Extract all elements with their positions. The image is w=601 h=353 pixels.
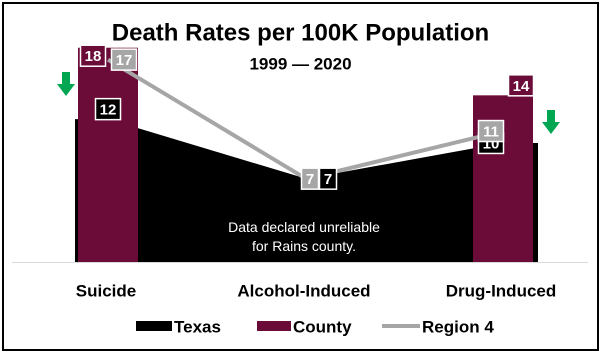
texas-label-0-box bbox=[94, 97, 122, 121]
annotation-line-0-0: Data declared unreliable bbox=[228, 219, 380, 235]
texas-area bbox=[75, 119, 538, 263]
county-label-0-box bbox=[79, 44, 107, 67]
region4-label-1: 7 bbox=[306, 171, 314, 188]
region4-label-2-box bbox=[477, 119, 505, 143]
county-label-2-box bbox=[507, 74, 535, 97]
county-bar-0 bbox=[78, 47, 138, 262]
region4-label-0-box bbox=[110, 48, 138, 71]
region4-label-1-box bbox=[300, 167, 320, 190]
category-label-2: Drug-Induced bbox=[446, 282, 557, 301]
category-label-1: Alcohol-Induced bbox=[237, 282, 370, 301]
legend-label-2: Region 4 bbox=[422, 318, 494, 337]
annotation-line-0-1: for Rains county. bbox=[252, 238, 356, 254]
chart-title: Death Rates per 100K Population bbox=[112, 20, 489, 47]
region4-label-0: 17 bbox=[116, 52, 133, 69]
texas-label-0: 12 bbox=[100, 102, 117, 119]
category-label-0: Suicide bbox=[76, 282, 136, 301]
county-label-2: 14 bbox=[513, 78, 530, 95]
county-label-0: 18 bbox=[85, 48, 102, 65]
legend-label-0: Texas bbox=[174, 318, 221, 337]
region4-label-2: 11 bbox=[483, 124, 499, 141]
trend-down-arrow-icon bbox=[542, 110, 560, 134]
legend-swatch-0 bbox=[136, 321, 172, 331]
trend-down-arrow-icon bbox=[57, 72, 75, 96]
texas-label-1: 7 bbox=[324, 171, 332, 188]
chart-subtitle: 1999 — 2020 bbox=[249, 55, 351, 74]
legend-label-1: County bbox=[293, 318, 352, 337]
legend-swatch-1 bbox=[257, 321, 291, 331]
texas-label-1-box bbox=[318, 167, 338, 190]
